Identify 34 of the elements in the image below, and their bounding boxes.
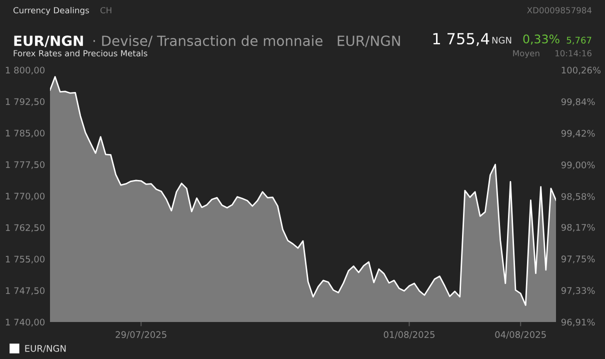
text: Moyen <box>513 50 540 58</box>
text: CH <box>100 7 112 14</box>
y-tick-label: 1 755,00 <box>6 256 45 264</box>
y-tick-label: 1 770,00 <box>6 192 45 200</box>
x-tick-label: 29/07/2025 <box>116 331 166 339</box>
x-tick-label: 04/08/2025 <box>495 331 546 339</box>
y2-tick-label: 99,42% <box>561 130 595 138</box>
y-tick-label: 1 800,00 <box>6 66 45 74</box>
y2-tick-label: 98,58% <box>561 193 595 201</box>
y-tick-label: 1 785,00 <box>6 130 45 138</box>
text: 5,767 <box>566 36 592 45</box>
x-tick-label: 01/08/2025 <box>384 331 434 339</box>
y2-tick-label: 99,84% <box>561 98 595 106</box>
chart-subtitle: · Devise/ Transaction de monnaie EUR/NGN <box>93 35 400 48</box>
y2-tick-label: 99,00% <box>561 162 595 170</box>
text: NGN <box>492 36 512 44</box>
text: Forex Rates and Precious Metals <box>14 50 148 56</box>
y-tick-label: 1 762,50 <box>6 224 45 232</box>
text: Currency Dealings <box>13 6 89 16</box>
y2-tick-label: 100,26% <box>562 66 601 74</box>
text: XD0009857984 <box>527 7 592 14</box>
y-tick-label: 1 777,50 <box>6 161 45 169</box>
y2-tick-label: 97,75% <box>561 256 595 264</box>
y2-tick-label: 96,91% <box>561 318 595 326</box>
y-tick-label: 1 740,00 <box>6 318 45 326</box>
y2-tick-label: 98,17% <box>561 224 595 232</box>
text: 1 755,4 <box>433 33 490 46</box>
y-tick-label: 1 792,50 <box>6 98 45 106</box>
legend-label: EUR/NGN <box>25 345 66 353</box>
y2-tick-label: 97,33% <box>561 287 595 295</box>
chart-title: EUR/NGN <box>14 36 83 48</box>
y-tick-label: 1 747,50 <box>6 287 45 295</box>
text: 10:14:16 <box>555 50 592 56</box>
text: 0,33% <box>523 34 560 45</box>
